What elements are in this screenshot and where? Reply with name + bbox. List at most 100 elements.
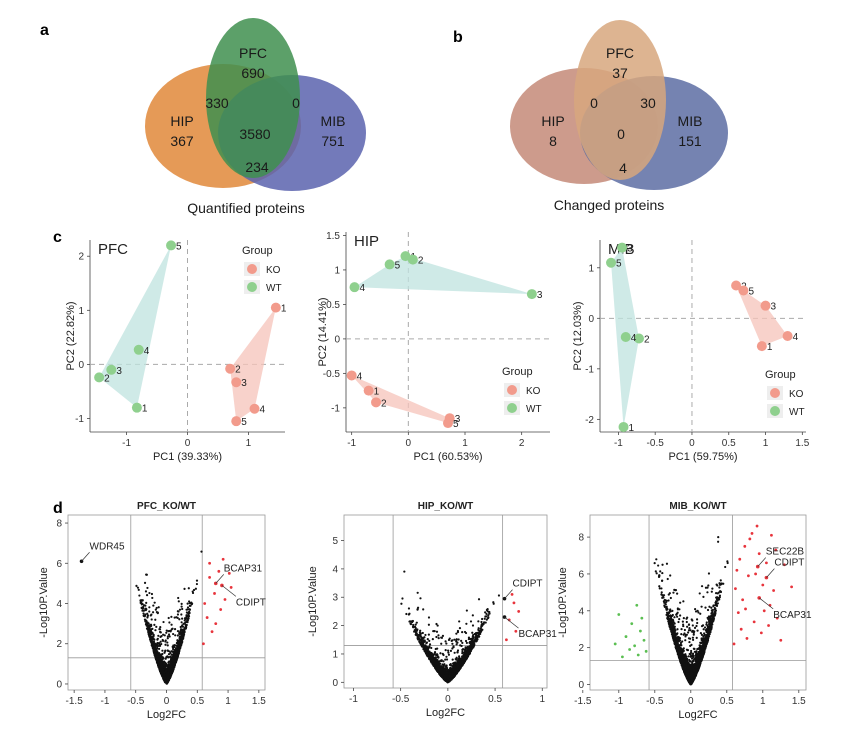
y-tick-label: 1	[78, 306, 84, 317]
volcano-point	[181, 607, 184, 611]
volcano-point	[173, 648, 176, 652]
y-tick-label: 6	[56, 559, 62, 570]
x-tick-label: -1.5	[574, 696, 592, 707]
volcano-point	[432, 664, 436, 667]
point-ko	[760, 300, 771, 311]
volcano-point	[419, 634, 422, 638]
volcano-point	[443, 678, 446, 681]
point-wt	[349, 282, 360, 293]
volcano-point-up	[208, 561, 211, 565]
volcano-point	[177, 647, 180, 650]
volcano-point	[169, 651, 172, 655]
volcano-point	[167, 633, 171, 636]
venn-changed-all: 0	[617, 126, 625, 142]
x-tick-label: 0	[688, 696, 694, 707]
volcano-point	[167, 677, 170, 680]
volcano-point	[174, 660, 177, 663]
venn-quantified-mib-label: MIB	[321, 113, 346, 129]
point-label: 1	[374, 387, 380, 398]
volcano-point	[136, 586, 140, 589]
volcano-point	[144, 604, 147, 607]
x-tick-label: 1	[760, 696, 766, 707]
y-tick-label: 8	[56, 519, 62, 530]
volcano-point	[437, 656, 440, 659]
volcano-point-up	[517, 610, 521, 613]
point-ko	[270, 302, 281, 313]
volcano-point	[143, 581, 147, 584]
volcano-point	[477, 628, 480, 631]
point-wt	[617, 242, 628, 253]
volcano-point	[456, 641, 459, 644]
x-tick-label: -1	[122, 438, 131, 449]
volcano-point	[453, 651, 456, 654]
volcano-point	[162, 668, 165, 671]
venn-quantified-hip-only: 367	[170, 133, 194, 149]
volcano-point	[433, 653, 436, 656]
volcano-point	[472, 633, 475, 637]
y-axis-title: PC2 (12.03%)	[572, 301, 584, 370]
volcano-point	[409, 622, 412, 625]
volcano-point	[439, 652, 442, 655]
volcano-point	[460, 644, 463, 648]
volcano-point	[177, 644, 180, 647]
volcano-point	[178, 608, 182, 611]
volcano-point-up	[512, 601, 516, 605]
volcano-point	[437, 636, 440, 640]
point-ko	[225, 363, 236, 374]
point-ko	[443, 418, 453, 429]
volcano-point	[145, 594, 149, 597]
volcano-point	[422, 636, 425, 639]
volcano-point	[177, 610, 180, 613]
volcano-point	[423, 639, 426, 642]
venn-quantified-pfc-label: PFC	[239, 45, 267, 61]
volcano-point	[162, 620, 165, 624]
venn-changed-pfc-mib: 30	[640, 95, 656, 111]
volcano-point	[179, 630, 182, 633]
volcano-point	[718, 586, 721, 589]
point-wt	[131, 402, 142, 413]
x-tick-label: 0.5	[722, 438, 736, 449]
volcano-point	[447, 653, 451, 656]
volcano-point	[453, 670, 456, 673]
volcano-point	[181, 628, 184, 632]
volcano-point	[183, 619, 186, 622]
x-tick-label: -1.5	[66, 696, 84, 707]
volcano-point	[150, 632, 153, 636]
plot-title: HIP	[354, 233, 379, 250]
volcano-point	[164, 640, 167, 643]
point-label: 4	[357, 371, 363, 382]
y-tick-label: 2	[78, 252, 84, 263]
volcano-point	[158, 669, 162, 672]
volcano-point	[419, 632, 422, 635]
volcano-point	[444, 671, 447, 675]
volcano-point	[445, 658, 449, 661]
volcano-point	[173, 644, 176, 647]
volcano-point	[168, 621, 171, 624]
volcano-point	[461, 655, 464, 658]
volcano-point	[190, 602, 194, 605]
volcano-point	[151, 641, 154, 644]
volcano-point	[156, 655, 159, 658]
venn-changed-hip-label: HIP	[541, 113, 564, 129]
x-axis-title: Log2FC	[426, 707, 465, 719]
volcano-point-up	[505, 638, 508, 642]
volcano-point	[449, 649, 453, 652]
volcano-point	[185, 611, 188, 614]
volcano-point	[180, 602, 183, 606]
y-tick-label: 1	[588, 263, 594, 274]
legend-entry: WT	[266, 283, 282, 294]
volcano-point	[471, 631, 474, 634]
volcano-point	[465, 641, 468, 645]
legend-title: Group	[242, 245, 273, 257]
volcano-point	[447, 651, 450, 654]
volcano-point	[427, 616, 431, 619]
legend-key-ko	[770, 388, 780, 398]
point-wt	[618, 421, 629, 432]
volcano-point	[472, 646, 475, 649]
volcano-point	[185, 608, 188, 611]
volcano-point	[157, 653, 160, 656]
volcano-point	[163, 660, 166, 664]
y-axis-title: -Log10P.Value	[38, 567, 50, 638]
volcano-point	[463, 650, 467, 653]
